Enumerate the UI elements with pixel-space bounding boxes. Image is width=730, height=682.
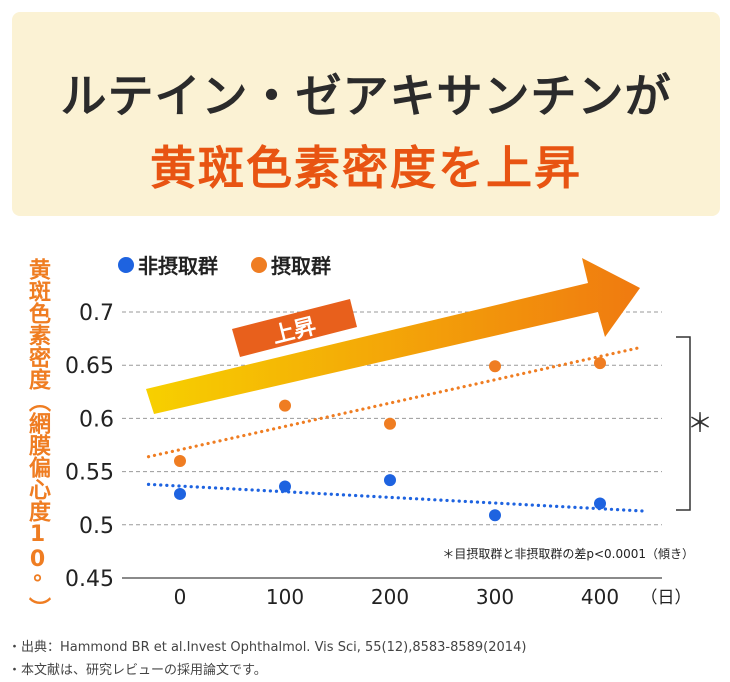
data-point-series-0 xyxy=(594,497,606,510)
data-point-series-0 xyxy=(384,474,396,487)
x-axis-unit: （日） xyxy=(641,588,692,608)
y-axis-label: 黄斑色素密度（網膜偏心度10°） xyxy=(25,258,50,619)
y-tick-label: 0.55 xyxy=(65,461,114,486)
trend-line-series-1 xyxy=(146,345,644,459)
y-tick-label: 0.45 xyxy=(65,567,114,592)
x-tick-label: 100 xyxy=(266,585,304,609)
source-note: ・本文献は、研究レビューの採用論文です。 xyxy=(8,663,267,678)
x-tick-label: 200 xyxy=(371,585,409,609)
data-point-series-1 xyxy=(384,417,396,430)
significance-mark: ＊ xyxy=(687,409,713,439)
data-point-series-0 xyxy=(174,487,186,500)
title-line-2: 黄斑色素密度を上昇 xyxy=(150,141,582,195)
title-banner: ルテイン・ゼアキサンチンが 黄斑色素密度を上昇 xyxy=(12,12,720,216)
data-point-series-0 xyxy=(279,480,291,493)
significance-bracket xyxy=(676,336,691,511)
rising-arrow xyxy=(146,258,640,414)
legend-label-series-0: 非摂取群 xyxy=(138,254,218,278)
arrow-label-box xyxy=(232,299,357,357)
title-line-1: ルテイン・ゼアキサンチンが xyxy=(60,69,672,123)
y-tick-label: 0.5 xyxy=(79,514,114,539)
source-citation: ・出典：Hammond BR et al.Invest Ophthalmol. … xyxy=(8,640,527,655)
x-tick-label: 300 xyxy=(476,585,514,609)
x-tick-label: 400 xyxy=(581,585,619,609)
legend-label-series-1: 摂取群 xyxy=(271,254,331,278)
legend-marker-series-0 xyxy=(118,257,134,273)
data-point-series-1 xyxy=(279,399,291,412)
data-point-series-1 xyxy=(174,454,186,467)
data-point-series-0 xyxy=(489,509,501,522)
y-tick-label: 0.6 xyxy=(79,407,114,432)
y-tick-label: 0.65 xyxy=(65,354,114,379)
x-tick-label: 0 xyxy=(174,585,187,609)
y-tick-label: 0.7 xyxy=(79,301,114,326)
footnote: ＊目摂取群と非摂取群の差p<0.0001（傾き） xyxy=(442,546,694,561)
data-point-series-1 xyxy=(489,360,501,373)
legend-marker-series-1 xyxy=(251,257,267,273)
trend-line-series-0 xyxy=(146,482,644,513)
data-point-series-1 xyxy=(594,357,606,370)
